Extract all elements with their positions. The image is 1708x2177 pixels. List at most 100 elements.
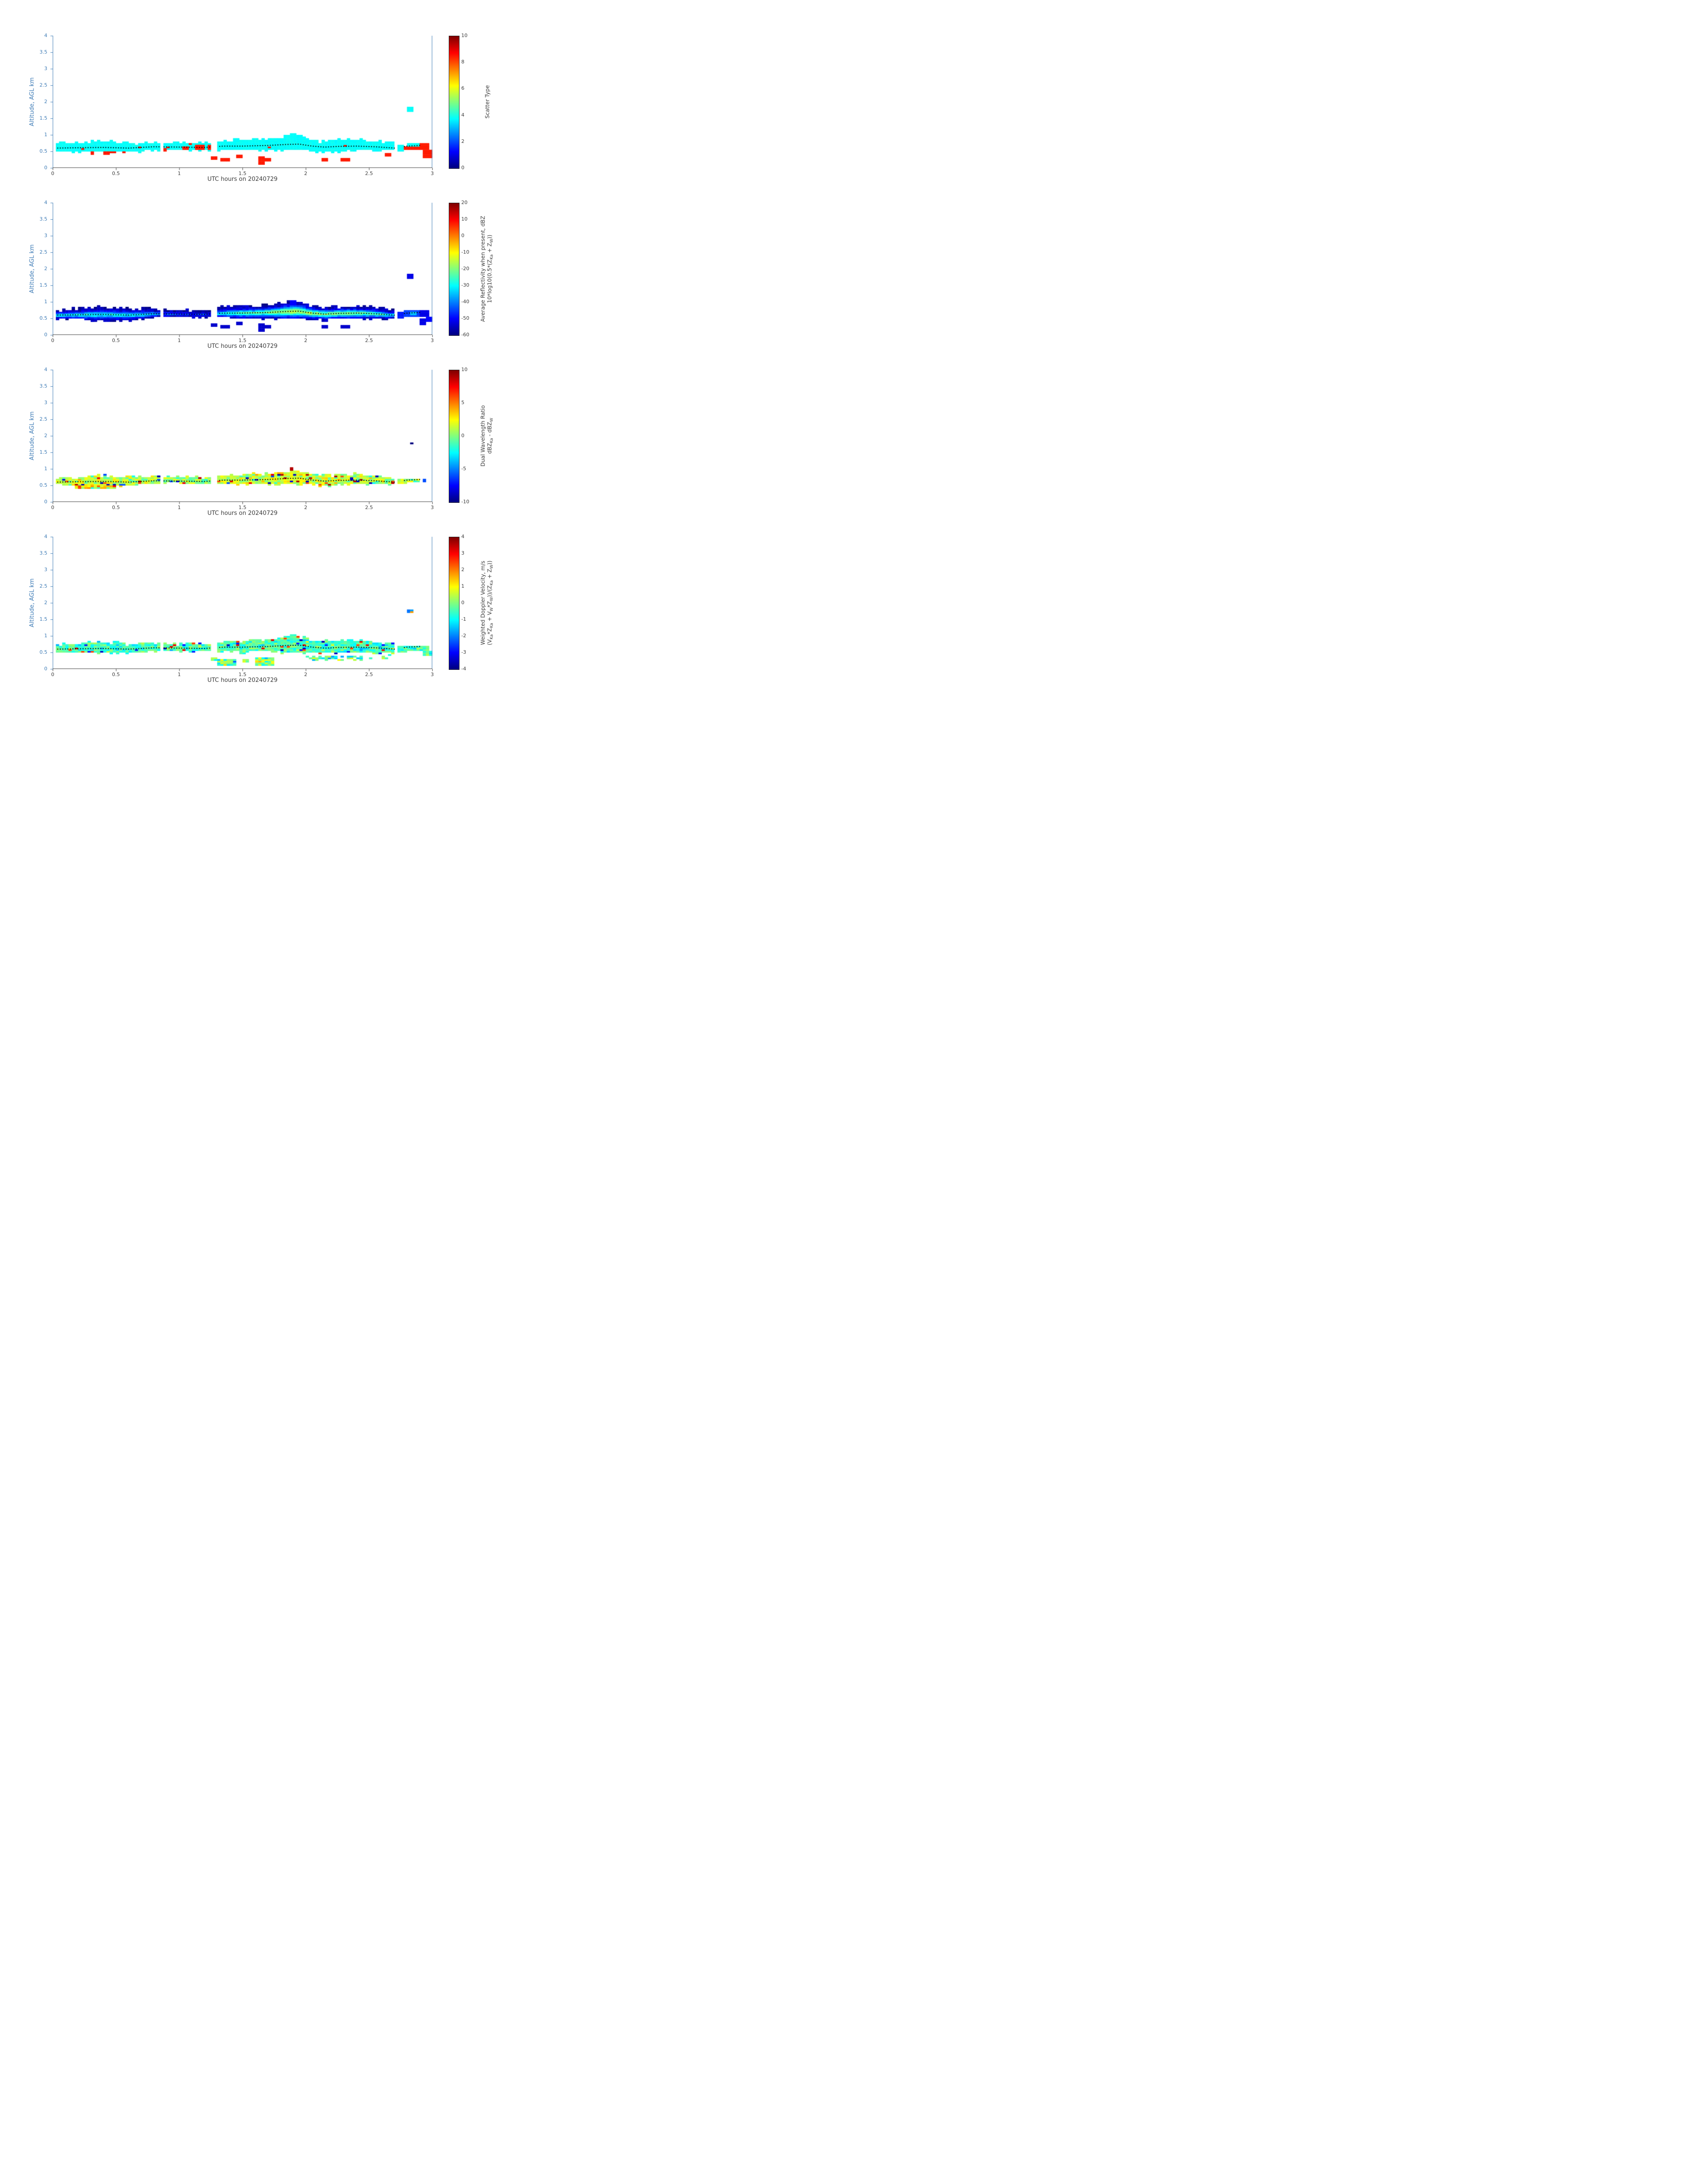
colorbar-label-weighted-doppler-velocity: Weighted Doppler Velocity, m/s (VKa*ZKa +… — [480, 560, 494, 645]
y-tick-label: 1.5 — [39, 115, 48, 121]
x-tick-label: 0 — [51, 505, 54, 510]
colorbar-tick-label: 4 — [461, 534, 464, 539]
colorbar-tick-label: -10 — [461, 249, 469, 255]
colorbar-tick-label: 1 — [461, 583, 464, 589]
y-tick-label: 3 — [44, 567, 47, 572]
x-tick-label: 0.5 — [112, 171, 120, 176]
x-tick-label: 1.5 — [238, 171, 246, 176]
colorbar-tick-label: -2 — [461, 633, 466, 639]
y-tick-label: 2 — [44, 266, 47, 272]
colorbar-tick-label: -30 — [461, 282, 469, 288]
x-tick-label: 1 — [177, 338, 181, 343]
x-tick-label: 0.5 — [112, 338, 120, 343]
y-tick-label: 0 — [44, 666, 47, 672]
panel-2-average-reflectivity: Altitude, AGL km UTC hours on 20240729 A… — [0, 185, 547, 352]
y-tick-label: 3.5 — [39, 49, 48, 55]
panel-1-scatter-type: Altitude, AGL km UTC hours on 20240729 S… — [0, 18, 547, 185]
x-tick-label: 2.5 — [365, 672, 373, 677]
y-tick-label: 0 — [44, 165, 47, 171]
y-tick-label: 3.5 — [39, 550, 48, 556]
colorbar-tick-label: -40 — [461, 299, 469, 305]
y-tick-label: 4 — [44, 534, 47, 539]
colorbar-tick-label: 0 — [461, 600, 464, 606]
x-axis-label: UTC hours on 20240729 — [207, 343, 278, 350]
colorbar-tick-label: 10 — [461, 216, 468, 222]
colorbar-tick-label: 2 — [461, 138, 464, 144]
y-tick-label: 2.5 — [39, 82, 48, 88]
x-axis-label: UTC hours on 20240729 — [207, 677, 278, 684]
x-tick-label: 0 — [51, 672, 54, 677]
colorbar-dual-wavelength-ratio — [449, 370, 459, 503]
x-tick-label: 2.5 — [365, 171, 373, 176]
colorbar-tick-label: 10 — [461, 33, 468, 38]
colorbar-tick-label: 10 — [461, 367, 468, 372]
y-tick-label: 1.5 — [39, 616, 48, 622]
colorbar-tick-label: 0 — [461, 233, 464, 238]
x-tick-label: 2 — [304, 505, 308, 510]
panel-4-weighted-doppler-velocity: Altitude, AGL km UTC hours on 20240729 W… — [0, 519, 547, 686]
y-tick-label: 4 — [44, 33, 47, 38]
x-tick-label: 1.5 — [238, 672, 246, 677]
colorbar-tick-label: -1 — [461, 616, 466, 622]
y-tick-label: 2.5 — [39, 416, 48, 422]
colorbar-tick-label: -10 — [461, 499, 469, 505]
colorbar-tick-label: -20 — [461, 266, 469, 272]
colorbar-average-reflectivity — [449, 203, 459, 336]
heatmap-plot-weighted-doppler-velocity — [50, 536, 435, 673]
heatmap-plot-average-reflectivity — [50, 202, 435, 339]
x-tick-label: 1 — [177, 672, 181, 677]
y-tick-label: 2 — [44, 99, 47, 104]
colorbar-tick-label: 5 — [461, 400, 464, 405]
y-tick-label: 2.5 — [39, 583, 48, 589]
x-axis-label: UTC hours on 20240729 — [207, 176, 278, 183]
y-tick-label: 0.5 — [39, 148, 48, 154]
x-tick-label: 2 — [304, 672, 308, 677]
x-tick-label: 0.5 — [112, 505, 120, 510]
colorbar-tick-label: -5 — [461, 466, 466, 472]
x-tick-label: 1.5 — [238, 505, 246, 510]
colorbar-tick-label: 3 — [461, 550, 464, 556]
y-tick-label: 3 — [44, 233, 47, 238]
x-tick-label: 1 — [177, 171, 181, 176]
y-tick-label: 1 — [44, 466, 47, 472]
colorbar-tick-label: 2 — [461, 567, 464, 572]
colorbar-tick-label: 0 — [461, 433, 464, 439]
colorbar-scatter-type — [449, 36, 459, 169]
y-tick-label: 1 — [44, 633, 47, 639]
x-tick-label: 0 — [51, 338, 54, 343]
y-tick-label: 0 — [44, 332, 47, 338]
x-tick-label: 3 — [430, 505, 434, 510]
colorbar-tick-label: -60 — [461, 332, 469, 338]
x-tick-label: 2 — [304, 171, 308, 176]
y-tick-label: 2.5 — [39, 249, 48, 255]
y-tick-label: 2 — [44, 600, 47, 606]
y-tick-label: 1.5 — [39, 449, 48, 455]
x-tick-label: 2 — [304, 338, 308, 343]
heatmap-plot-dual-wavelength-ratio — [50, 369, 435, 506]
x-tick-label: 0.5 — [112, 672, 120, 677]
colorbar-label-scatter-type: Scatter Type — [484, 85, 491, 119]
colorbar-tick-label: 20 — [461, 200, 468, 205]
y-tick-label: 4 — [44, 200, 47, 205]
y-tick-label: 1 — [44, 132, 47, 138]
x-tick-label: 3 — [430, 672, 434, 677]
x-tick-label: 1.5 — [238, 338, 246, 343]
y-tick-label: 2 — [44, 433, 47, 439]
colorbar-tick-label: -3 — [461, 649, 466, 655]
colorbar-weighted-doppler-velocity — [449, 537, 459, 670]
y-tick-label: 3.5 — [39, 216, 48, 222]
colorbar-tick-label: 0 — [461, 165, 464, 171]
colorbar-label-average-reflectivity: Average Reflectivity when present, dBZ 10… — [480, 216, 494, 322]
y-tick-label: 3.5 — [39, 383, 48, 389]
y-tick-label: 4 — [44, 367, 47, 372]
y-tick-label: 0.5 — [39, 649, 48, 655]
x-tick-label: 2.5 — [365, 338, 373, 343]
x-axis-label: UTC hours on 20240729 — [207, 510, 278, 517]
x-tick-label: 3 — [430, 338, 434, 343]
colorbar-tick-label: 6 — [461, 85, 464, 92]
x-tick-label: 0 — [51, 171, 54, 176]
y-tick-label: 3 — [44, 66, 47, 71]
x-tick-label: 2.5 — [365, 505, 373, 510]
y-tick-label: 1 — [44, 299, 47, 305]
colorbar-tick-label: -4 — [461, 666, 466, 672]
